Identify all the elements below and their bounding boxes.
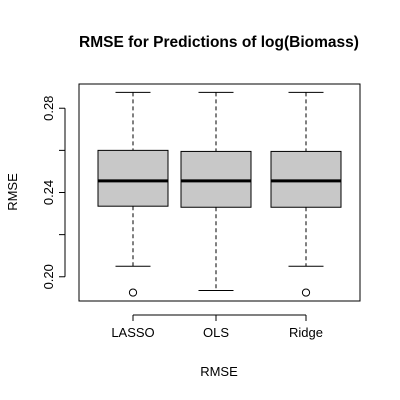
chart-title: RMSE for Predictions of log(Biomass)	[79, 34, 359, 51]
x-axis-label: RMSE	[200, 364, 238, 379]
x-tick-label: Ridge	[289, 325, 323, 340]
y-tick-label: 0.24	[41, 180, 56, 205]
x-tick-label: LASSO	[111, 325, 154, 340]
plot-frame	[78, 83, 361, 302]
box-ols	[180, 91, 252, 291]
x-tick-label: OLS	[203, 325, 229, 340]
y-tick-label: 0.20	[41, 264, 56, 289]
x-axis: LASSO OLS Ridge	[111, 314, 323, 340]
y-axis: 0.20 0.24 0.28	[41, 96, 66, 289]
box-ridge	[270, 91, 342, 297]
box-body	[180, 150, 252, 208]
outlier-point	[128, 288, 138, 297]
box-lasso	[97, 91, 169, 297]
outlier-point	[301, 288, 311, 297]
y-tick-label: 0.28	[41, 96, 56, 121]
box-body	[97, 149, 169, 207]
box-body	[270, 150, 342, 208]
y-axis-label: RMSE	[5, 173, 20, 211]
boxes-layer	[97, 91, 342, 297]
